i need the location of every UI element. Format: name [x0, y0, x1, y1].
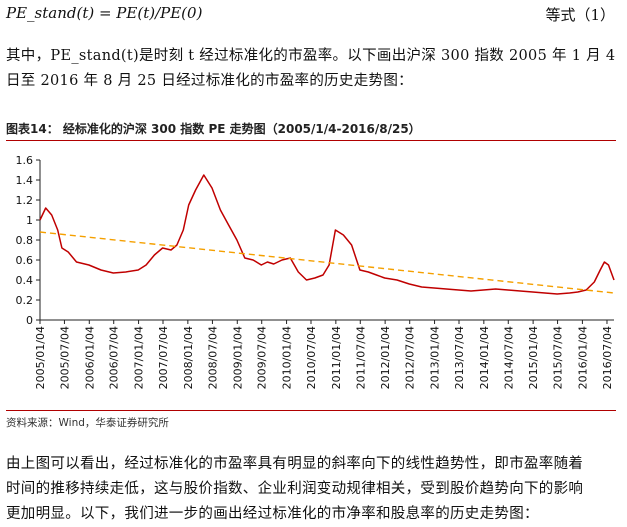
intro-line-2: 日至 2016 年 8 月 25 日经过标准化的市盈率的历史走势图： — [6, 73, 413, 89]
intro-line-1: 其中，PE_stand(t)是时刻 t 经过标准化的市盈率。以下画出沪深 300… — [6, 48, 616, 64]
x-tick-label: 2011/07/04 — [354, 326, 367, 389]
x-tick-label: 2015/07/04 — [552, 326, 565, 389]
x-tick-label: 2007/07/04 — [157, 326, 170, 389]
trend-line — [39, 231, 615, 294]
y-tick-label: 0.4 — [16, 274, 34, 287]
x-tick-label: 2010/01/04 — [281, 326, 294, 389]
x-tick-label: 2008/01/04 — [182, 326, 195, 389]
x-tick-label: 2007/01/04 — [133, 326, 146, 389]
y-tick-label: 1.6 — [16, 154, 34, 167]
conclusion-paragraph: 由上图可以看出，经过标准化的市盈率具有明显的斜率向下的线性趋势性，即市盈率随着 … — [6, 452, 618, 527]
x-tick-label: 2005/01/04 — [34, 326, 47, 389]
x-tick-label: 2013/07/04 — [453, 326, 466, 389]
y-tick-label: 0.2 — [16, 294, 34, 307]
conclusion-line-1: 由上图可以看出，经过标准化的市盈率具有明显的斜率向下的线性趋势性，即市盈率随着 — [6, 456, 584, 472]
x-tick-label: 2015/01/04 — [527, 326, 540, 389]
figure-bottom-rule — [6, 410, 616, 411]
x-tick-label: 2008/07/04 — [206, 326, 219, 389]
y-tick-label: 1.4 — [16, 174, 34, 187]
y-tick-label: 1 — [26, 214, 33, 227]
x-tick-label: 2006/01/04 — [83, 326, 96, 389]
x-tick-label: 2005/07/04 — [58, 326, 71, 389]
x-tick-label: 2009/01/04 — [231, 326, 244, 389]
pe-line-chart: 00.20.40.60.811.21.41.6 2005/01/04 2005/0… — [16, 154, 615, 389]
y-tick-label: 0.8 — [16, 234, 34, 247]
x-tick-label: 2009/07/04 — [256, 326, 269, 389]
x-tick-label: 2006/07/04 — [108, 326, 121, 389]
y-tick-label: 1.2 — [16, 194, 34, 207]
x-tick-label: 2012/01/04 — [379, 326, 392, 389]
x-tick-label: 2011/01/04 — [330, 326, 343, 389]
x-tick-label: 2012/07/04 — [404, 326, 417, 389]
x-axis-ticks: 2005/01/04 2005/07/04 2006/01/04 2006/07/04… — [34, 320, 614, 389]
chart-axes — [39, 160, 614, 321]
conclusion-line-3: 更加明显。以下，我们进一步的画出经过标准化的市净率和股息率的历史走势图： — [6, 506, 539, 522]
y-axis-ticks: 0 0.2 0.4 0.6 0.8 1 1.2 1.4 1.6 — [16, 154, 40, 327]
formula: PE_stand(t) = PE(t)/PE(0) — [6, 4, 203, 22]
equation-number: 等式（1） — [545, 6, 615, 24]
x-tick-label: 2010/07/04 — [305, 326, 318, 389]
x-tick-label: 2016/07/04 — [601, 326, 614, 389]
figure-title: 图表14： 经标准化的沪深 300 指数 PE 走势图（2005/1/4-201… — [6, 122, 421, 136]
intro-paragraph: 其中，PE_stand(t)是时刻 t 经过标准化的市盈率。以下画出沪深 300… — [6, 44, 618, 94]
pe-series-line — [39, 174, 615, 295]
x-tick-label: 2014/01/04 — [478, 326, 491, 389]
y-tick-label: 0.6 — [16, 254, 34, 267]
figure-top-rule — [6, 140, 616, 141]
figure-source: 资料来源：Wind，华泰证券研究所 — [6, 417, 169, 429]
x-tick-label: 2014/07/04 — [502, 326, 515, 389]
chart-series — [39, 174, 615, 295]
y-tick-label: 0 — [26, 314, 33, 327]
x-tick-label: 2013/01/04 — [429, 326, 442, 389]
conclusion-line-2: 时间的推移持续走低，这与股价指数、企业利润变动规律相关，受到股价趋势向下的影响 — [6, 481, 584, 497]
x-tick-label: 2016/01/04 — [576, 326, 589, 389]
